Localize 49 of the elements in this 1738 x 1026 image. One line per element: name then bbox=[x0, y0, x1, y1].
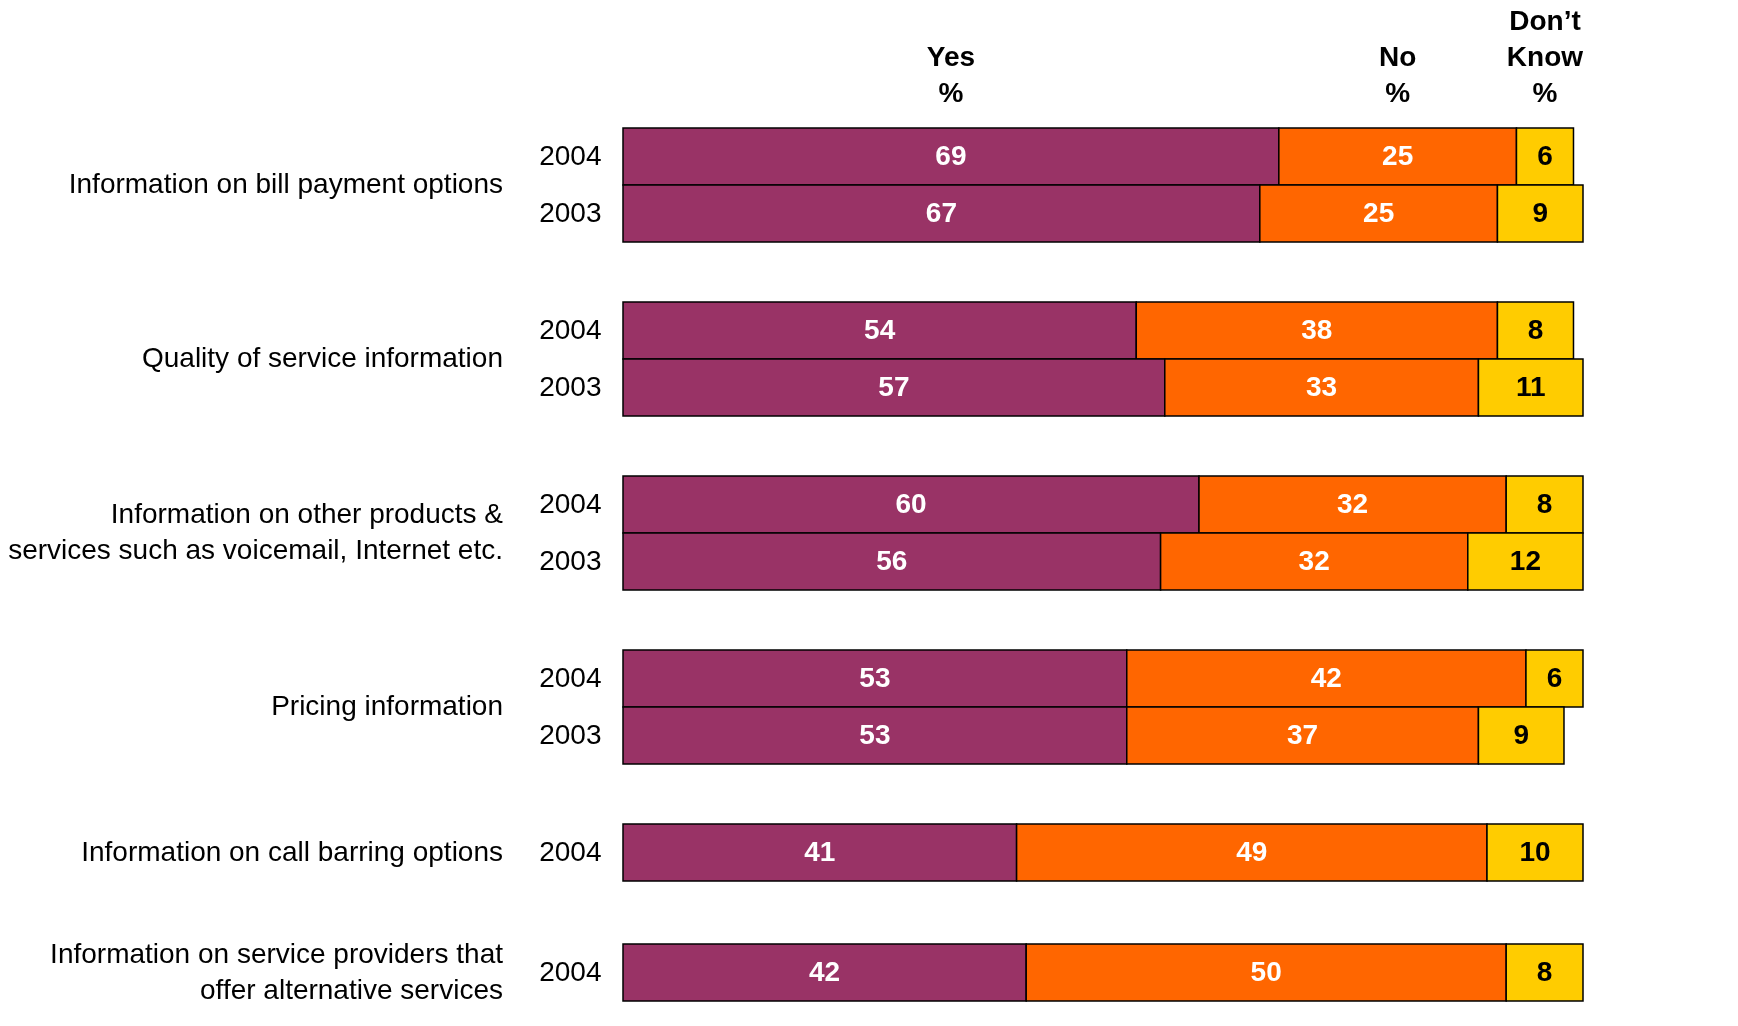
text: Information on bill payment options bbox=[68, 168, 503, 199]
data-label: 67 bbox=[925, 196, 957, 228]
data-label: 33 bbox=[1306, 370, 1338, 402]
data-label: 8 bbox=[1536, 487, 1553, 519]
data-label: 8 bbox=[1527, 313, 1544, 345]
data-label: 56 bbox=[876, 544, 908, 576]
y-tick-label: 2004 bbox=[539, 835, 602, 867]
y-tick-label: 2003 bbox=[539, 544, 602, 576]
data-label: 41 bbox=[804, 835, 836, 867]
data-label: 37 bbox=[1287, 718, 1319, 750]
data-label: 32 bbox=[1298, 544, 1330, 576]
y-tick-label: 2004 bbox=[539, 487, 602, 519]
data-label: 60 bbox=[895, 487, 927, 519]
data-label: 11 bbox=[1515, 370, 1546, 402]
data-label: 54 bbox=[864, 313, 896, 345]
y-tick-label: 2004 bbox=[539, 955, 602, 987]
data-label: 38 bbox=[1301, 313, 1333, 345]
series-label: No % bbox=[1378, 41, 1417, 108]
data-label: 42 bbox=[809, 955, 841, 987]
text: Pricing information bbox=[271, 690, 503, 721]
data-label: 25 bbox=[1382, 139, 1414, 171]
data-label: 10 bbox=[1519, 835, 1551, 867]
y-tick-label: 2003 bbox=[539, 718, 602, 750]
data-label: 69 bbox=[935, 139, 967, 171]
y-tick-label: 2004 bbox=[539, 313, 602, 345]
data-label: 6 bbox=[1546, 661, 1563, 693]
y-tick-label: 2003 bbox=[539, 370, 602, 402]
text: Information on service providers that offer alternative services bbox=[50, 937, 504, 1005]
data-label: 53 bbox=[859, 718, 891, 750]
y-tick-label: 2004 bbox=[539, 661, 602, 693]
data-label: 49 bbox=[1236, 835, 1268, 867]
series-label: Don’t Know % bbox=[1506, 5, 1584, 108]
y-tick-label: 2003 bbox=[539, 196, 602, 228]
text: Quality of service information bbox=[141, 342, 503, 373]
data-label: 50 bbox=[1250, 955, 1282, 987]
text: Information on call barring options bbox=[81, 835, 503, 867]
y-tick-label: 2004 bbox=[539, 139, 602, 171]
data-label: 6 bbox=[1537, 139, 1553, 171]
text: Information on other products & services such as voicemail, Internet etc. bbox=[8, 498, 504, 565]
data-label: 9 bbox=[1513, 718, 1530, 750]
data-label: 25 bbox=[1363, 196, 1395, 228]
data-label: 9 bbox=[1532, 196, 1549, 228]
data-label: 32 bbox=[1337, 487, 1369, 519]
series-label: Yes % bbox=[926, 41, 976, 108]
data-label: 12 bbox=[1509, 544, 1541, 576]
data-label: 42 bbox=[1310, 661, 1342, 693]
data-label: 8 bbox=[1536, 955, 1553, 987]
data-label: 53 bbox=[859, 661, 891, 693]
data-label: 57 bbox=[878, 370, 910, 402]
